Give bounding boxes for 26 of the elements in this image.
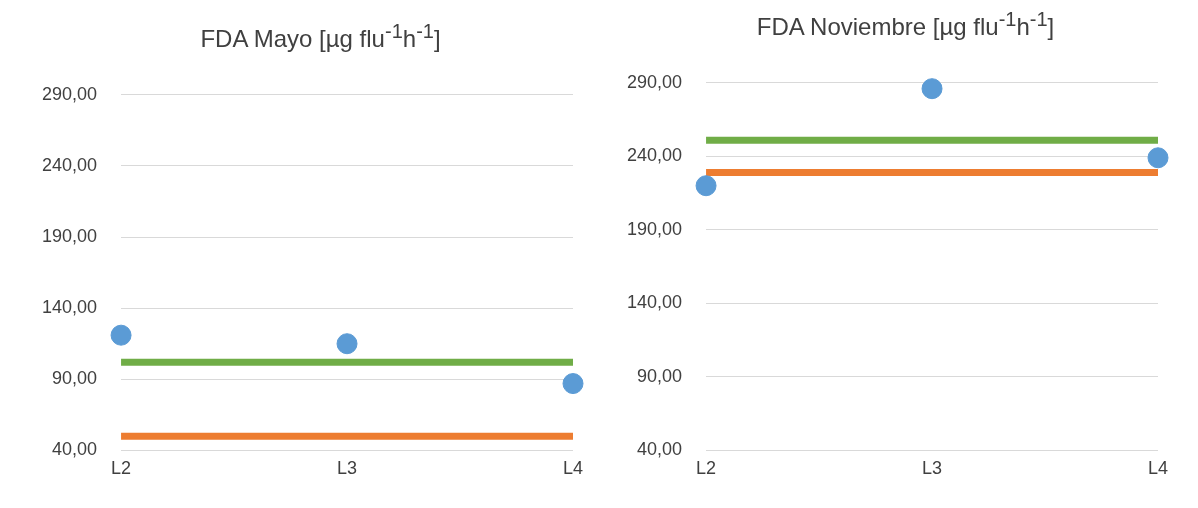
- point: [110, 324, 132, 346]
- x-tick-label: L3: [922, 458, 943, 479]
- x-tick-label: L4: [562, 458, 584, 479]
- y-tick-label: 90,00: [52, 368, 98, 389]
- chart-title: FDA Noviembre [µg flu$^{-1}$h$^{-1}$]: [755, 8, 1056, 42]
- y-tick-label: 190,00: [626, 218, 683, 239]
- y-tick-label: 240,00: [41, 154, 98, 175]
- x-tick-label: L4: [1147, 458, 1169, 479]
- y-tick-label: 140,00: [626, 292, 683, 313]
- x-tick-label: L2: [111, 458, 132, 479]
- chart-title: FDA Mayo [µg flu$^{-1}$h$^{-1}$]: [199, 20, 442, 54]
- y-tick-label: 240,00: [626, 145, 683, 166]
- point: [695, 175, 717, 197]
- y-tick-label: 140,00: [41, 297, 98, 318]
- point: [562, 373, 584, 395]
- point: [921, 78, 943, 100]
- point: [336, 333, 358, 355]
- y-tick-label: 40,00: [637, 439, 683, 460]
- x-tick-label: L3: [337, 458, 358, 479]
- y-tick-label: 90,00: [637, 365, 683, 386]
- y-tick-label: 190,00: [41, 226, 98, 247]
- x-tick-label: L2: [696, 458, 717, 479]
- y-tick-label: 290,00: [41, 83, 98, 104]
- point: [1147, 147, 1169, 169]
- y-tick-label: 40,00: [52, 439, 98, 460]
- y-tick-label: 290,00: [626, 71, 683, 92]
